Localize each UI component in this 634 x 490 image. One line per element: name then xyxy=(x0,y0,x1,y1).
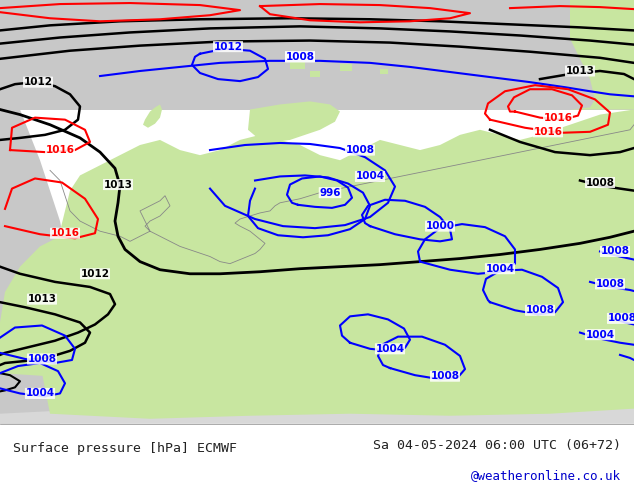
Text: 1004: 1004 xyxy=(375,344,404,354)
Text: 1004: 1004 xyxy=(486,264,515,274)
Polygon shape xyxy=(340,64,352,71)
Text: 1008: 1008 xyxy=(285,52,314,62)
Text: 1008: 1008 xyxy=(430,371,460,381)
Text: 1004: 1004 xyxy=(25,389,55,398)
Text: 1008: 1008 xyxy=(346,145,375,155)
Polygon shape xyxy=(380,69,388,74)
Polygon shape xyxy=(143,104,162,128)
Polygon shape xyxy=(290,61,305,69)
Text: 1016: 1016 xyxy=(46,145,75,155)
Polygon shape xyxy=(570,0,634,109)
Text: 1008: 1008 xyxy=(607,314,634,323)
Polygon shape xyxy=(40,109,634,419)
Polygon shape xyxy=(0,109,80,424)
Text: 1016: 1016 xyxy=(51,228,79,238)
Text: 1013: 1013 xyxy=(566,66,595,76)
Text: 1013: 1013 xyxy=(103,179,133,190)
Text: 1008: 1008 xyxy=(285,52,314,62)
Text: Sa 04-05-2024 06:00 UTC (06+72): Sa 04-05-2024 06:00 UTC (06+72) xyxy=(373,439,621,451)
Text: 1012: 1012 xyxy=(214,42,242,51)
Text: Surface pressure [hPa] ECMWF: Surface pressure [hPa] ECMWF xyxy=(13,442,236,456)
Text: 1008: 1008 xyxy=(600,246,630,256)
Text: 1004: 1004 xyxy=(585,330,614,340)
Polygon shape xyxy=(248,101,340,142)
Text: 996: 996 xyxy=(320,188,340,197)
Text: 1008: 1008 xyxy=(27,354,56,364)
Text: 1004: 1004 xyxy=(356,172,385,181)
Text: 1008: 1008 xyxy=(595,279,624,289)
Polygon shape xyxy=(0,236,130,378)
Text: 1016: 1016 xyxy=(543,113,573,122)
Polygon shape xyxy=(310,71,320,77)
Text: 1008: 1008 xyxy=(586,177,614,188)
Text: 1016: 1016 xyxy=(533,127,562,137)
Text: 1012: 1012 xyxy=(81,269,110,279)
Text: 1013: 1013 xyxy=(27,294,56,304)
Polygon shape xyxy=(0,0,634,109)
Polygon shape xyxy=(0,383,634,424)
Text: 1012: 1012 xyxy=(23,77,53,87)
Text: @weatheronline.co.uk: @weatheronline.co.uk xyxy=(471,469,621,482)
Text: 1000: 1000 xyxy=(425,221,455,231)
Text: 1008: 1008 xyxy=(526,305,555,315)
